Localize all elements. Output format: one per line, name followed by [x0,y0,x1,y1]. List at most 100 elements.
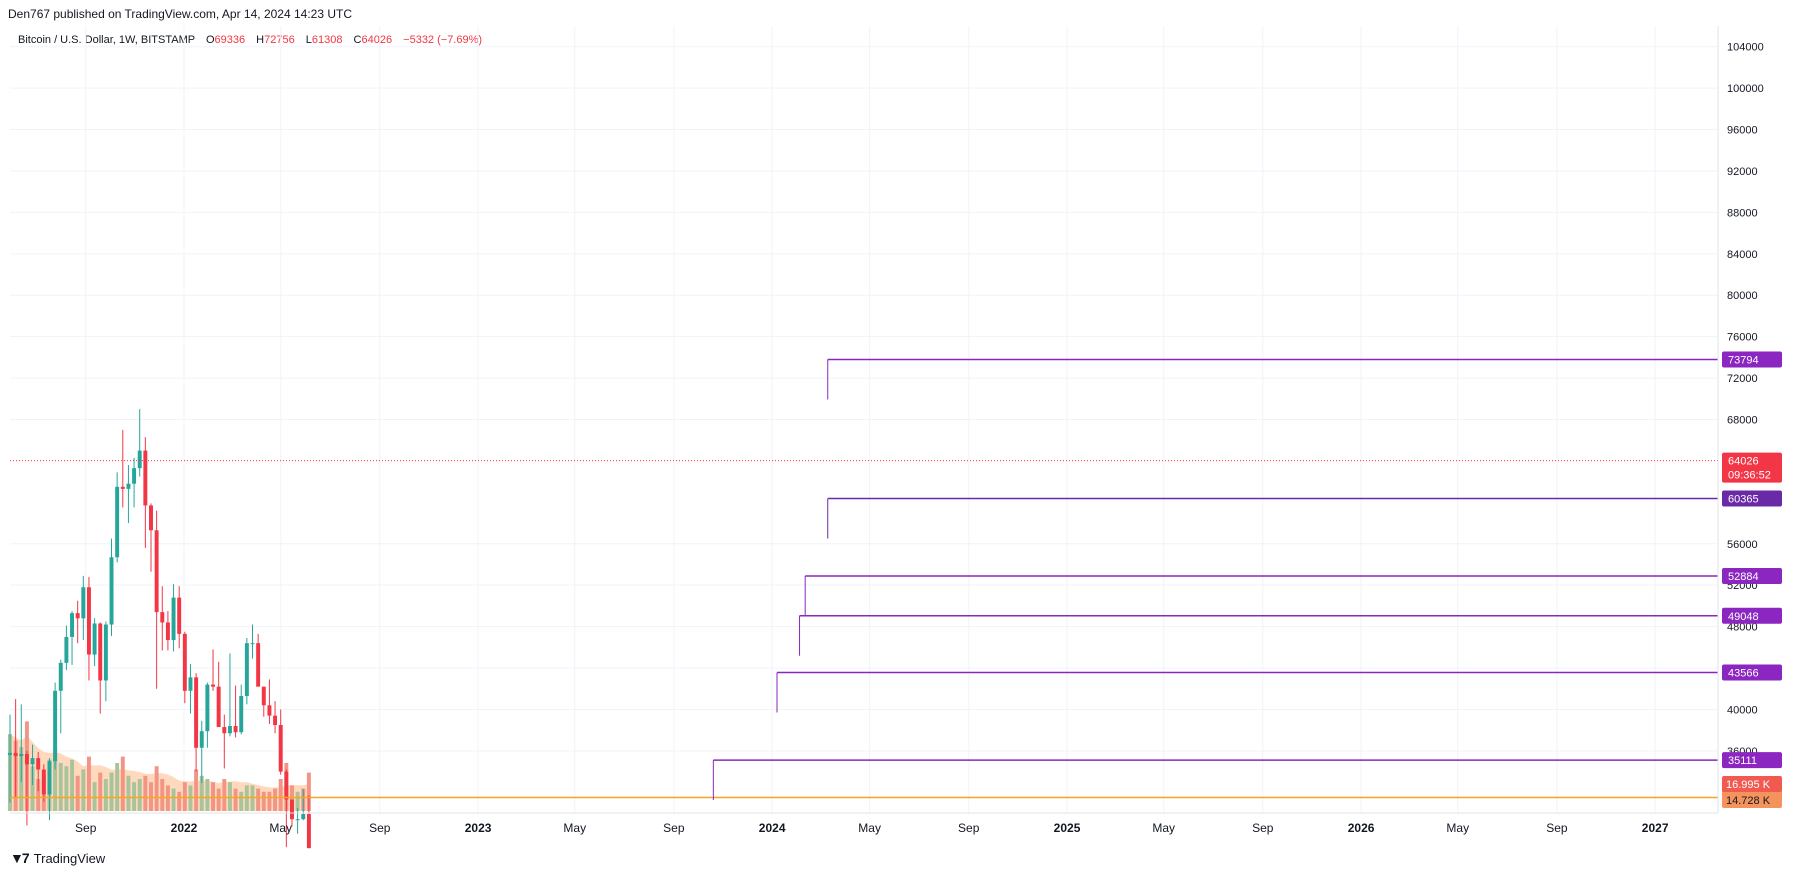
y-tick-label: 68000 [1727,415,1758,427]
candle-body [267,705,272,716]
footer-brand: TradingView [33,850,106,866]
candle-body [92,623,97,655]
last-price-countdown-text: 09:36:52 [1728,470,1771,482]
level-43566-tag-text: 43566 [1728,668,1759,680]
volume-bar [295,791,300,811]
candle-body [103,624,108,681]
volume-ma-tag-text: 14.728 K [1726,795,1771,807]
candle-body [171,597,176,641]
volume-bar [227,782,232,811]
low-value: 61308 [311,34,343,46]
candle-body [30,758,35,765]
candle-body [256,643,261,687]
x-tick-label: May [1446,821,1469,835]
candle-body [160,612,165,623]
x-tick-label: May [858,821,881,835]
volume-bar [75,775,80,811]
axis-labels-layer: 104000 100000 96000 92000 88000 84000 80000 760… [75,42,1782,835]
change-value: −5332 (−7.69%) [403,34,483,46]
volume-bar [109,772,114,811]
volume-bar [239,791,244,811]
candle-body [126,483,131,489]
y-tick-label: 104000 [1727,42,1764,54]
symbol-legend: Bitcoin / U.S. Dollar, 1W, BITSTAMP O693… [18,34,482,46]
volume-bar [120,756,125,811]
volume-tag [1722,776,1782,792]
level-52884-tag [1722,568,1782,585]
volume-bar [86,756,91,811]
volume-ma-tag [1722,792,1782,808]
volume-bar [58,763,63,811]
level-35111-tag-text: 35111 [1728,755,1757,767]
level-43566-tag [1722,664,1782,681]
high-value: 72756 [264,34,295,46]
candle-body [182,633,187,691]
candle-body [47,761,52,795]
volume-bar [92,782,97,811]
candle-body [24,753,29,765]
candle-body [19,753,24,757]
x-tick-label: Sep [958,821,980,835]
candle-body [199,731,204,748]
level-73794-tag-text: 73794 [1728,355,1759,367]
candle-body [233,726,238,733]
candle-body [137,450,142,469]
candle-body [194,677,199,748]
y-tick-label: 80000 [1727,290,1758,302]
volume-bar [132,782,137,811]
y-tick-label: 72000 [1727,373,1758,385]
volume-bar [267,791,272,811]
candle-body [132,468,137,484]
x-tick-label: Sep [1546,821,1568,835]
volume-bar [143,775,148,811]
candle-body [244,643,249,696]
y-tick-label: 40000 [1727,704,1758,716]
candle-body [86,587,91,655]
candle-body [36,758,41,770]
volume-bar [216,788,221,811]
symbol-title: Bitcoin / U.S. Dollar, 1W, BITSTAMP [18,34,195,46]
footer[interactable]: ▼7 TradingView [10,850,105,866]
candles-layer [8,409,311,849]
volume-bar [103,779,108,811]
x-tick-label: 2023 [465,821,492,835]
y-tick-label: 88000 [1727,207,1758,219]
level-60365-tag-text: 60365 [1728,494,1759,506]
tradingview-logo-icon: ▼7 [10,850,30,866]
candle-body [58,662,63,691]
volume-tag-text: 16.995 K [1726,779,1771,791]
level-49048-tag-text: 49048 [1728,611,1759,623]
candle-body [239,695,244,733]
volume-bar [233,788,238,811]
x-tick-label: Sep [75,821,97,835]
x-tick-label: May [1152,821,1175,835]
publication-attribution: Den767 published on TradingView.com, Apr… [8,7,353,21]
volume-bar [160,779,165,811]
candle-body [188,677,193,691]
x-tick-label: Sep [663,821,685,835]
x-tick-label: 2025 [1054,821,1081,835]
volume-bar [256,788,261,811]
candle-body [81,587,86,619]
candle-body [290,799,294,820]
volume-bar [261,791,266,811]
y-tick-label: 92000 [1727,166,1758,178]
open-label: O [205,34,215,46]
volume-bar [70,759,75,811]
candle-body [149,505,153,531]
level-60365-tag [1722,490,1782,507]
y-tick-label: 84000 [1727,249,1758,261]
candle-body [98,623,103,681]
level-35111-tag [1722,752,1782,769]
levels-layer [10,358,1718,801]
candle-body [8,752,12,756]
volume-bar [306,772,311,811]
axes-layer [10,26,1719,814]
volume-bar [149,782,153,811]
candle-body [295,819,300,821]
volume-bar [205,779,210,811]
volume-bar [115,763,120,811]
y-tick-label: 96000 [1727,125,1758,137]
x-tick-label: 2024 [759,821,786,835]
